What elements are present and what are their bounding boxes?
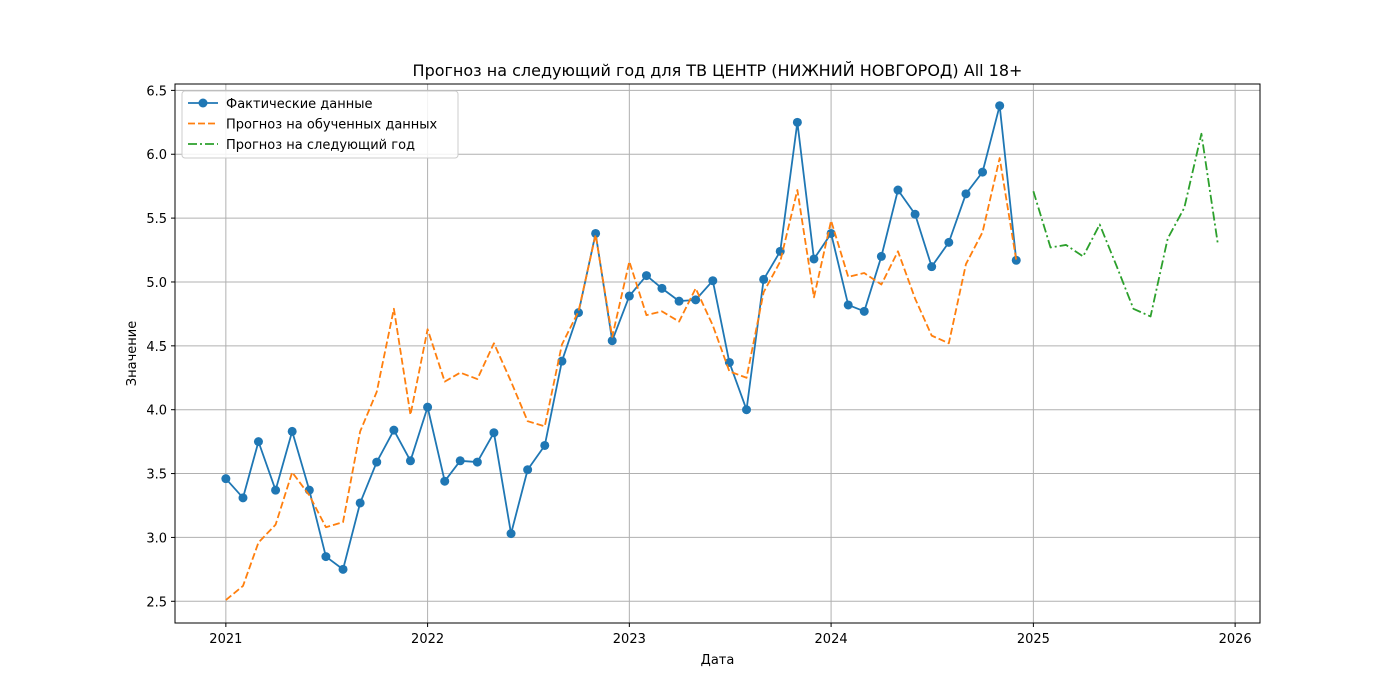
series-1-point <box>826 228 836 238</box>
plot-frame <box>174 83 1261 624</box>
legend-label-1: Фактические данные <box>226 97 373 112</box>
y-tick-label: 6.0 <box>146 148 167 163</box>
series-1-point <box>657 283 667 293</box>
series-1-point <box>489 428 499 438</box>
y-tick-label: 3.0 <box>146 531 167 546</box>
series-1-point <box>978 167 988 177</box>
series-layer <box>221 101 1219 601</box>
series-1-point <box>540 440 550 450</box>
series-1-point <box>238 493 248 503</box>
series-line-2 <box>225 157 1018 601</box>
series-1-point <box>674 296 684 306</box>
series-1-point <box>641 271 651 281</box>
series-1-point <box>221 474 231 484</box>
y-tick-label: 6.5 <box>146 84 167 99</box>
series-line-1 <box>225 104 1018 571</box>
series-1-point <box>287 426 297 436</box>
series-1-point <box>927 262 937 272</box>
series-1-point <box>321 552 331 562</box>
series-1-point <box>792 117 802 127</box>
y-tick-label: 2.5 <box>146 595 167 610</box>
series-1-point <box>440 476 450 486</box>
series-1-point <box>557 356 567 366</box>
legend-box <box>181 90 459 159</box>
y-tick-label: 5.5 <box>146 212 167 227</box>
series-1-point <box>809 254 819 264</box>
series-1-point <box>1011 255 1021 265</box>
x-axis-title: Дата <box>701 653 735 668</box>
series-1-point <box>876 251 886 261</box>
series-1-point <box>455 456 465 466</box>
x-tick-label: 2025 <box>1017 632 1050 647</box>
y-axis-title: Значение <box>125 321 140 386</box>
series-1-point <box>742 405 752 415</box>
series-1-point <box>472 457 482 467</box>
x-tick-label: 2023 <box>613 632 646 647</box>
series-1-point <box>691 295 701 305</box>
x-tick-label: 2024 <box>815 632 848 647</box>
series-1-point <box>607 336 617 346</box>
y-tick-label: 3.5 <box>146 468 167 483</box>
series-1-point <box>506 529 516 539</box>
x-tick-label: 2022 <box>411 632 444 647</box>
series-1-point <box>372 457 382 467</box>
y-tick-label: 4.0 <box>146 404 167 419</box>
chart-title: Прогноз на следующий год для ТВ ЦЕНТР (Н… <box>413 61 1023 80</box>
ticks: 2021 2022 2023 2024 2025 2026 2.5 3.0 3.5 4.0 4.5 5… <box>146 84 1251 647</box>
series-1-point <box>355 498 365 508</box>
series-1-point <box>405 456 415 466</box>
series-1-point <box>624 291 634 301</box>
series-1-point <box>843 300 853 310</box>
series-1-point <box>961 189 971 199</box>
series-1-point <box>271 485 281 495</box>
series-1-point <box>944 237 954 247</box>
legend-label-2: Прогноз на обученных данных <box>226 118 438 133</box>
y-tick-label: 4.5 <box>146 340 167 355</box>
series-1-point <box>591 228 601 238</box>
x-tick-label: 2026 <box>1219 632 1252 647</box>
series-1-point <box>708 276 718 286</box>
series-1-point <box>423 402 433 412</box>
series-1-point <box>389 425 399 435</box>
series-1-point <box>759 274 769 284</box>
series-1-point <box>523 465 533 475</box>
legend-marker-1 <box>198 98 208 108</box>
series-1-point <box>859 306 869 316</box>
series-1-point <box>338 564 348 574</box>
x-tick-label: 2021 <box>209 632 242 647</box>
series-1-point <box>724 357 734 367</box>
series-1-point <box>910 209 920 219</box>
series-1-point <box>253 437 263 447</box>
series-1-point <box>893 185 903 195</box>
series-line-3 <box>1032 132 1219 318</box>
grid <box>175 84 1260 623</box>
legend: Фактические данные Прогноз на обученных д… <box>181 90 459 159</box>
y-tick-label: 5.0 <box>146 276 167 291</box>
legend-label-3: Прогноз на следующий год <box>226 138 415 153</box>
series-1-point <box>995 101 1005 111</box>
